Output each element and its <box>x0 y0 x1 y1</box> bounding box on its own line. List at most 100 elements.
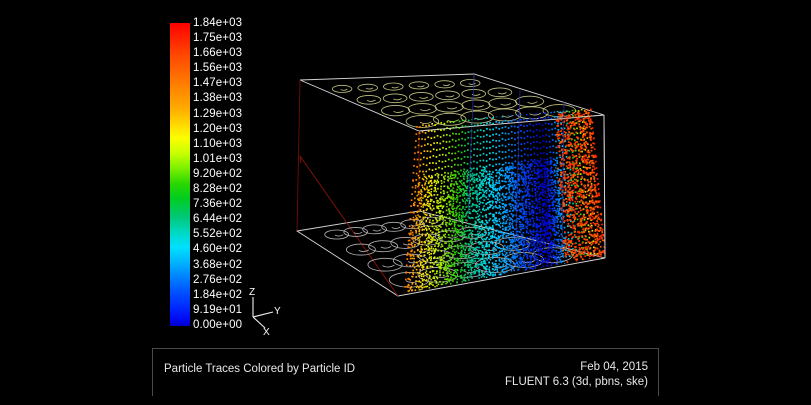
particle-point <box>418 138 420 140</box>
particle-point <box>456 214 458 216</box>
particle-point <box>523 219 525 221</box>
particle-point <box>422 187 424 189</box>
particle-point <box>461 270 463 272</box>
particle-point <box>457 229 459 231</box>
particle-point <box>417 219 419 221</box>
particle-point <box>509 224 511 226</box>
tube-trace-tail <box>498 93 506 94</box>
particle-point <box>548 199 550 201</box>
particle-point <box>416 221 418 223</box>
particle-point <box>543 195 545 197</box>
particle-point <box>512 225 514 227</box>
particle-point <box>558 227 560 229</box>
particle-point <box>416 126 418 128</box>
particle-point <box>527 247 529 249</box>
particle-point <box>464 156 466 158</box>
particle-point <box>464 231 466 233</box>
particle-point <box>492 134 494 136</box>
particle-point <box>574 156 576 158</box>
particle-point <box>465 280 467 282</box>
particle-point <box>422 197 424 199</box>
particle-point <box>459 192 461 194</box>
particle-point <box>466 211 468 213</box>
particle-point <box>584 250 586 252</box>
particle-point <box>556 160 558 162</box>
particle-point <box>437 250 439 252</box>
particle-point <box>495 260 497 262</box>
particle-point <box>567 150 569 152</box>
particle-point <box>455 239 457 241</box>
particle-point <box>445 264 447 266</box>
particle-point <box>566 151 568 153</box>
particle-point <box>511 126 513 128</box>
particle-point <box>478 247 480 249</box>
particle-point <box>519 265 521 267</box>
particle-point <box>441 284 443 286</box>
particle-point <box>500 209 502 211</box>
particle-point <box>435 226 437 228</box>
scene-viewport[interactable] <box>288 68 618 326</box>
particle-point <box>525 172 527 174</box>
particle-point <box>415 147 417 149</box>
particle-point <box>536 135 538 137</box>
particle-point <box>534 172 536 174</box>
particle-point <box>497 200 499 202</box>
particle-point <box>539 163 541 165</box>
particle-point <box>456 251 458 253</box>
particle-point <box>530 248 532 250</box>
particle-point <box>530 195 532 197</box>
particle-point <box>521 266 523 268</box>
particle-point <box>544 244 546 246</box>
particle-point <box>523 171 525 173</box>
particle-point <box>440 199 442 201</box>
particle-point <box>511 131 513 133</box>
particle-point <box>433 239 435 241</box>
particle-point <box>412 187 414 189</box>
particle-point <box>553 242 555 244</box>
particle-point <box>525 221 527 223</box>
particle-point <box>447 261 449 263</box>
particle-point <box>509 181 511 183</box>
particle-point <box>473 271 475 273</box>
particle-point <box>522 205 524 207</box>
particle-point <box>573 150 575 152</box>
particle-point <box>506 252 508 254</box>
particle-point <box>422 283 424 285</box>
particle-point <box>431 137 433 139</box>
particle-point <box>479 227 481 229</box>
particle-point <box>490 193 492 195</box>
particle-point <box>440 201 442 203</box>
particle-point <box>538 199 540 201</box>
particle-point <box>527 188 529 190</box>
particle-point <box>474 223 476 225</box>
particle-point <box>541 219 543 221</box>
particle-point <box>588 181 590 183</box>
particle-point <box>498 121 500 123</box>
particle-point <box>409 225 411 227</box>
particle-point <box>427 225 429 227</box>
particle-point <box>527 161 529 163</box>
particle-point <box>585 172 587 174</box>
particle-point <box>411 276 413 278</box>
particle-point <box>585 248 587 250</box>
particle-point <box>446 252 448 254</box>
particle-point <box>597 253 599 255</box>
particle-point <box>556 157 558 159</box>
particle-point <box>455 133 457 135</box>
particle-point <box>429 254 431 256</box>
particle-point <box>565 198 567 200</box>
particle-point <box>567 190 569 192</box>
particle-point <box>424 214 426 216</box>
particle-point <box>582 128 584 130</box>
particle-point <box>513 207 515 209</box>
particle-point <box>498 192 500 194</box>
particle-point <box>587 228 589 230</box>
particle-point <box>431 250 433 252</box>
particle-point <box>479 209 481 211</box>
particle-point <box>495 217 497 219</box>
particle-point <box>490 187 492 189</box>
particle-point <box>569 163 571 165</box>
particle-point <box>527 193 529 195</box>
particle-point <box>416 262 418 264</box>
particle-point <box>588 241 590 243</box>
